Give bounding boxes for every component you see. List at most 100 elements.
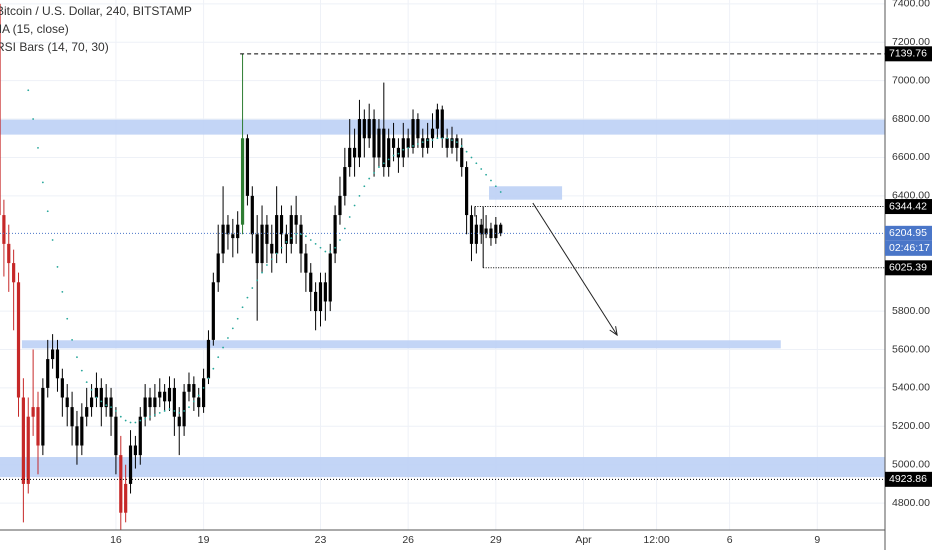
ma-dot	[217, 356, 220, 359]
ma-dot	[431, 139, 434, 142]
candle-body	[12, 263, 16, 283]
ma-dot	[66, 317, 69, 320]
candle-body	[348, 147, 352, 168]
ma-dot	[480, 168, 483, 170]
ma-dot	[295, 233, 298, 236]
ma-dot	[32, 118, 35, 120]
candle-body	[255, 234, 259, 264]
ma-dot	[173, 410, 176, 412]
y-tick-label: 5600.00	[892, 343, 930, 355]
ma-dot	[144, 417, 147, 420]
ma-dot	[460, 145, 463, 147]
candle-body	[167, 387, 172, 402]
candle-body	[455, 138, 459, 148]
ma-dot	[363, 185, 366, 188]
candle-body	[172, 387, 176, 417]
countdown-bg	[885, 240, 932, 256]
ma-dot	[153, 413, 156, 416]
candle-body	[387, 138, 391, 168]
ma-dot	[90, 388, 93, 391]
candle-body	[435, 109, 439, 129]
price-label-bg	[885, 225, 932, 241]
indicator-label: MA (15, close)	[0, 22, 69, 36]
ma-dot	[343, 227, 346, 230]
candle-body	[211, 282, 215, 340]
candle-body	[474, 224, 478, 244]
ma-dot	[490, 179, 492, 182]
ma-dot	[51, 239, 54, 241]
ma-dot	[197, 394, 200, 397]
ma-dot	[373, 171, 375, 174]
y-tick-label: 7400.00	[892, 0, 930, 10]
candle-body	[143, 397, 147, 417]
candle-body	[41, 387, 45, 446]
candle-body	[460, 147, 464, 168]
candle-body	[343, 167, 347, 196]
ma-dot	[124, 419, 127, 422]
candle-body	[85, 407, 89, 417]
ma-dot	[417, 143, 419, 145]
candle-body	[80, 416, 84, 446]
price-label-bg	[885, 199, 932, 215]
ma-dot	[227, 337, 229, 339]
candle-body	[270, 243, 274, 254]
candle-body	[16, 282, 21, 398]
candle-body	[362, 119, 366, 139]
candle-body	[367, 119, 371, 139]
ma-dot	[441, 137, 444, 140]
x-tick-label: 29	[490, 534, 502, 546]
ma-dot	[100, 400, 103, 403]
candle-body	[314, 291, 318, 312]
ma-dot	[158, 411, 161, 414]
price-label: 6344.42	[889, 200, 927, 212]
ma-dot	[475, 162, 478, 165]
ma-dot	[319, 246, 322, 249]
candle-body	[357, 119, 362, 158]
ma-dot	[334, 246, 337, 249]
candle-body	[192, 384, 196, 398]
ma-dot	[61, 290, 64, 293]
candle-body	[216, 253, 220, 283]
ma-dot	[256, 279, 259, 282]
candle-body	[236, 224, 240, 239]
ma-dot	[110, 406, 112, 409]
candle-body	[416, 119, 420, 139]
candle-body	[484, 228, 488, 235]
ma-dot	[105, 404, 108, 407]
candle-body	[138, 416, 142, 456]
candle-body	[133, 445, 138, 456]
zone	[21, 340, 781, 349]
ma-dot	[76, 356, 78, 359]
candle-body	[104, 397, 108, 408]
ma-dot	[339, 239, 341, 241]
ma-dot	[314, 242, 317, 245]
ma-dot	[80, 369, 83, 372]
ma-dot	[421, 141, 424, 144]
ma-dot	[426, 139, 429, 142]
candle-body	[75, 426, 79, 446]
candle-body	[494, 224, 498, 239]
candle-body	[304, 253, 308, 273]
candle-body	[114, 416, 118, 456]
ma-dot	[251, 287, 254, 289]
candle-body	[119, 455, 123, 513]
candle-body	[372, 119, 376, 158]
candle-body	[46, 359, 50, 388]
candle-body	[250, 195, 254, 235]
ma-dot	[382, 162, 385, 165]
ma-dot	[261, 271, 263, 274]
y-tick-label: 6800.00	[892, 113, 930, 125]
ma-dot	[285, 241, 288, 243]
candle-body	[60, 378, 64, 398]
candle-body	[206, 339, 211, 379]
candle-body	[352, 147, 357, 158]
ma-dot	[202, 386, 205, 389]
ma-dot	[275, 252, 278, 255]
price-label-bg	[885, 46, 932, 62]
y-tick-label: 4800.00	[892, 497, 930, 509]
x-tick-label: 19	[198, 534, 210, 546]
candle-body	[55, 349, 60, 379]
candle-body	[197, 397, 201, 408]
candle-body	[289, 215, 293, 244]
